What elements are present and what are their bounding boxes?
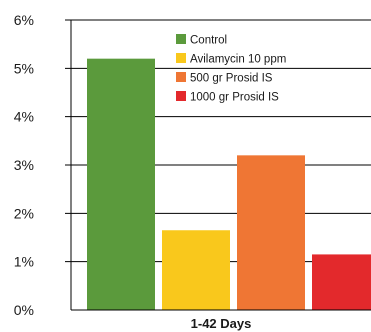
legend-swatch bbox=[176, 72, 186, 82]
y-tick-label: 2% bbox=[14, 205, 34, 221]
legend-label: 500 gr Prosid IS bbox=[190, 73, 273, 85]
y-tick-label: 1% bbox=[14, 254, 34, 270]
bar-1 bbox=[87, 58, 155, 310]
bar-4 bbox=[312, 254, 371, 310]
y-axis-tick-labels: 0% 1% 2% 3% 4% 5% 6% bbox=[14, 12, 34, 318]
legend-label: Avilamycin 10 ppm bbox=[190, 54, 286, 66]
x-axis-label: 1-42 Days bbox=[191, 316, 252, 331]
y-tick-label: 5% bbox=[14, 60, 34, 76]
legend-swatch bbox=[176, 53, 186, 63]
bar-3 bbox=[237, 155, 305, 310]
y-tick-label: 3% bbox=[14, 157, 34, 173]
legend-label: Control bbox=[190, 35, 227, 47]
y-tick-label: 4% bbox=[14, 109, 34, 125]
legend-swatch bbox=[176, 34, 186, 44]
legend-swatch bbox=[176, 91, 186, 101]
y-tick-label: 6% bbox=[14, 12, 34, 28]
bar-2 bbox=[162, 230, 230, 310]
legend-label: 1000 gr Prosid IS bbox=[190, 92, 279, 104]
y-tick-label: 0% bbox=[14, 302, 34, 318]
bars bbox=[87, 58, 371, 310]
legend: Control Avilamycin 10 ppm 500 gr Prosid IS… bbox=[176, 34, 286, 104]
